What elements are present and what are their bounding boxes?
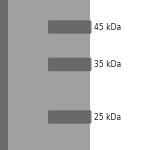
FancyBboxPatch shape xyxy=(48,110,92,124)
FancyBboxPatch shape xyxy=(48,20,92,34)
Text: 45 kDa: 45 kDa xyxy=(94,22,122,32)
Text: 25 kDa: 25 kDa xyxy=(94,112,122,122)
FancyBboxPatch shape xyxy=(0,0,90,150)
FancyBboxPatch shape xyxy=(48,58,92,71)
Text: 35 kDa: 35 kDa xyxy=(94,60,122,69)
FancyBboxPatch shape xyxy=(0,0,8,150)
